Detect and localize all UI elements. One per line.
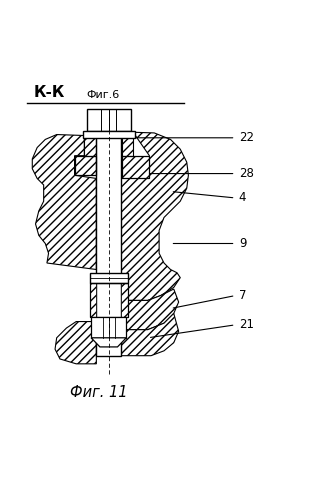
Text: К-К: К-К — [34, 86, 65, 100]
Bar — [122, 132, 133, 156]
Polygon shape — [121, 289, 179, 330]
Bar — [83, 132, 135, 138]
Text: Фиг.6: Фиг.6 — [86, 90, 119, 101]
Polygon shape — [121, 282, 128, 316]
Bar — [96, 122, 121, 356]
Polygon shape — [84, 132, 96, 156]
Bar — [84, 132, 96, 156]
Text: Фиг. 11: Фиг. 11 — [70, 384, 128, 400]
Bar — [91, 316, 126, 338]
Polygon shape — [91, 338, 126, 347]
Bar — [90, 282, 128, 316]
Polygon shape — [55, 322, 96, 364]
Polygon shape — [90, 282, 96, 316]
Bar — [122, 156, 149, 178]
Text: 28: 28 — [239, 167, 254, 180]
Polygon shape — [122, 132, 133, 156]
Polygon shape — [122, 156, 149, 178]
Bar — [74, 156, 96, 175]
Text: 4: 4 — [239, 192, 246, 204]
Bar — [87, 108, 131, 132]
Text: 9: 9 — [239, 237, 246, 250]
Polygon shape — [121, 314, 179, 356]
Polygon shape — [74, 156, 96, 175]
Polygon shape — [32, 134, 96, 270]
Text: 21: 21 — [239, 318, 254, 332]
Text: 7: 7 — [239, 289, 246, 302]
Polygon shape — [121, 132, 188, 300]
Bar — [90, 273, 128, 282]
Text: 22: 22 — [239, 132, 254, 144]
